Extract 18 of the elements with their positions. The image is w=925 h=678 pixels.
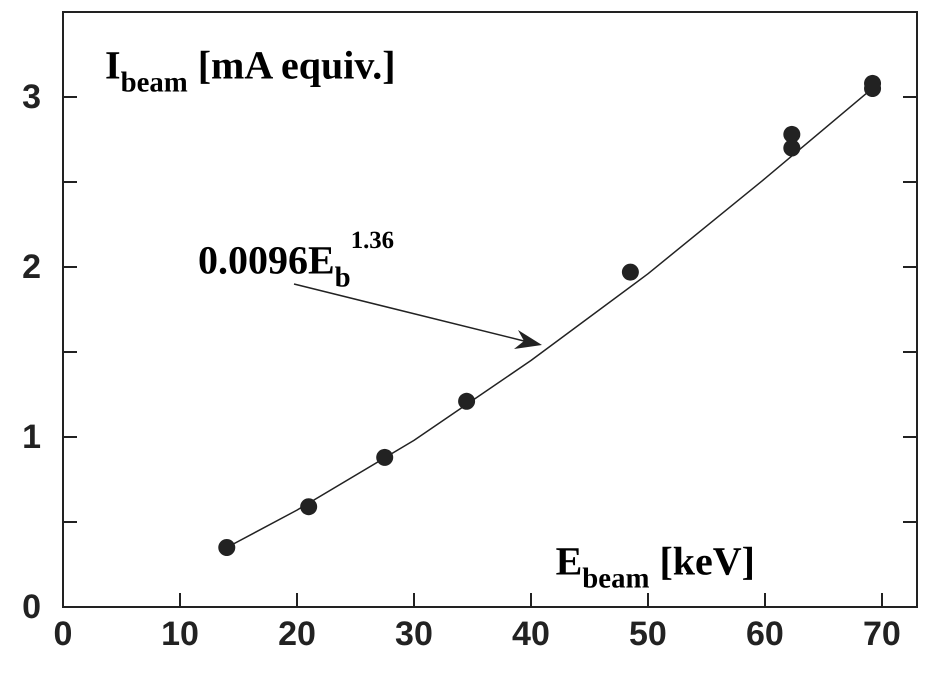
- x-tick-label: 20: [278, 615, 316, 653]
- y-tick-label: 2: [22, 248, 41, 286]
- x-tick-label: 50: [629, 615, 667, 653]
- point: [458, 392, 476, 410]
- point: [622, 264, 639, 281]
- x-tick-label: 10: [161, 615, 199, 653]
- x-tick-label: 70: [862, 615, 901, 653]
- x-tick-label: 60: [746, 615, 784, 653]
- y-tick-label: 3: [22, 78, 41, 116]
- y-tick-label: 0: [22, 588, 41, 626]
- y-tick-label: 1: [22, 418, 41, 456]
- x-tick-label: 0: [54, 615, 72, 653]
- x-tick-label: 30: [395, 615, 433, 653]
- point: [218, 539, 236, 556]
- point: [376, 448, 394, 466]
- x-tick-label: 40: [512, 615, 550, 653]
- point: [783, 126, 800, 143]
- point: [300, 498, 318, 516]
